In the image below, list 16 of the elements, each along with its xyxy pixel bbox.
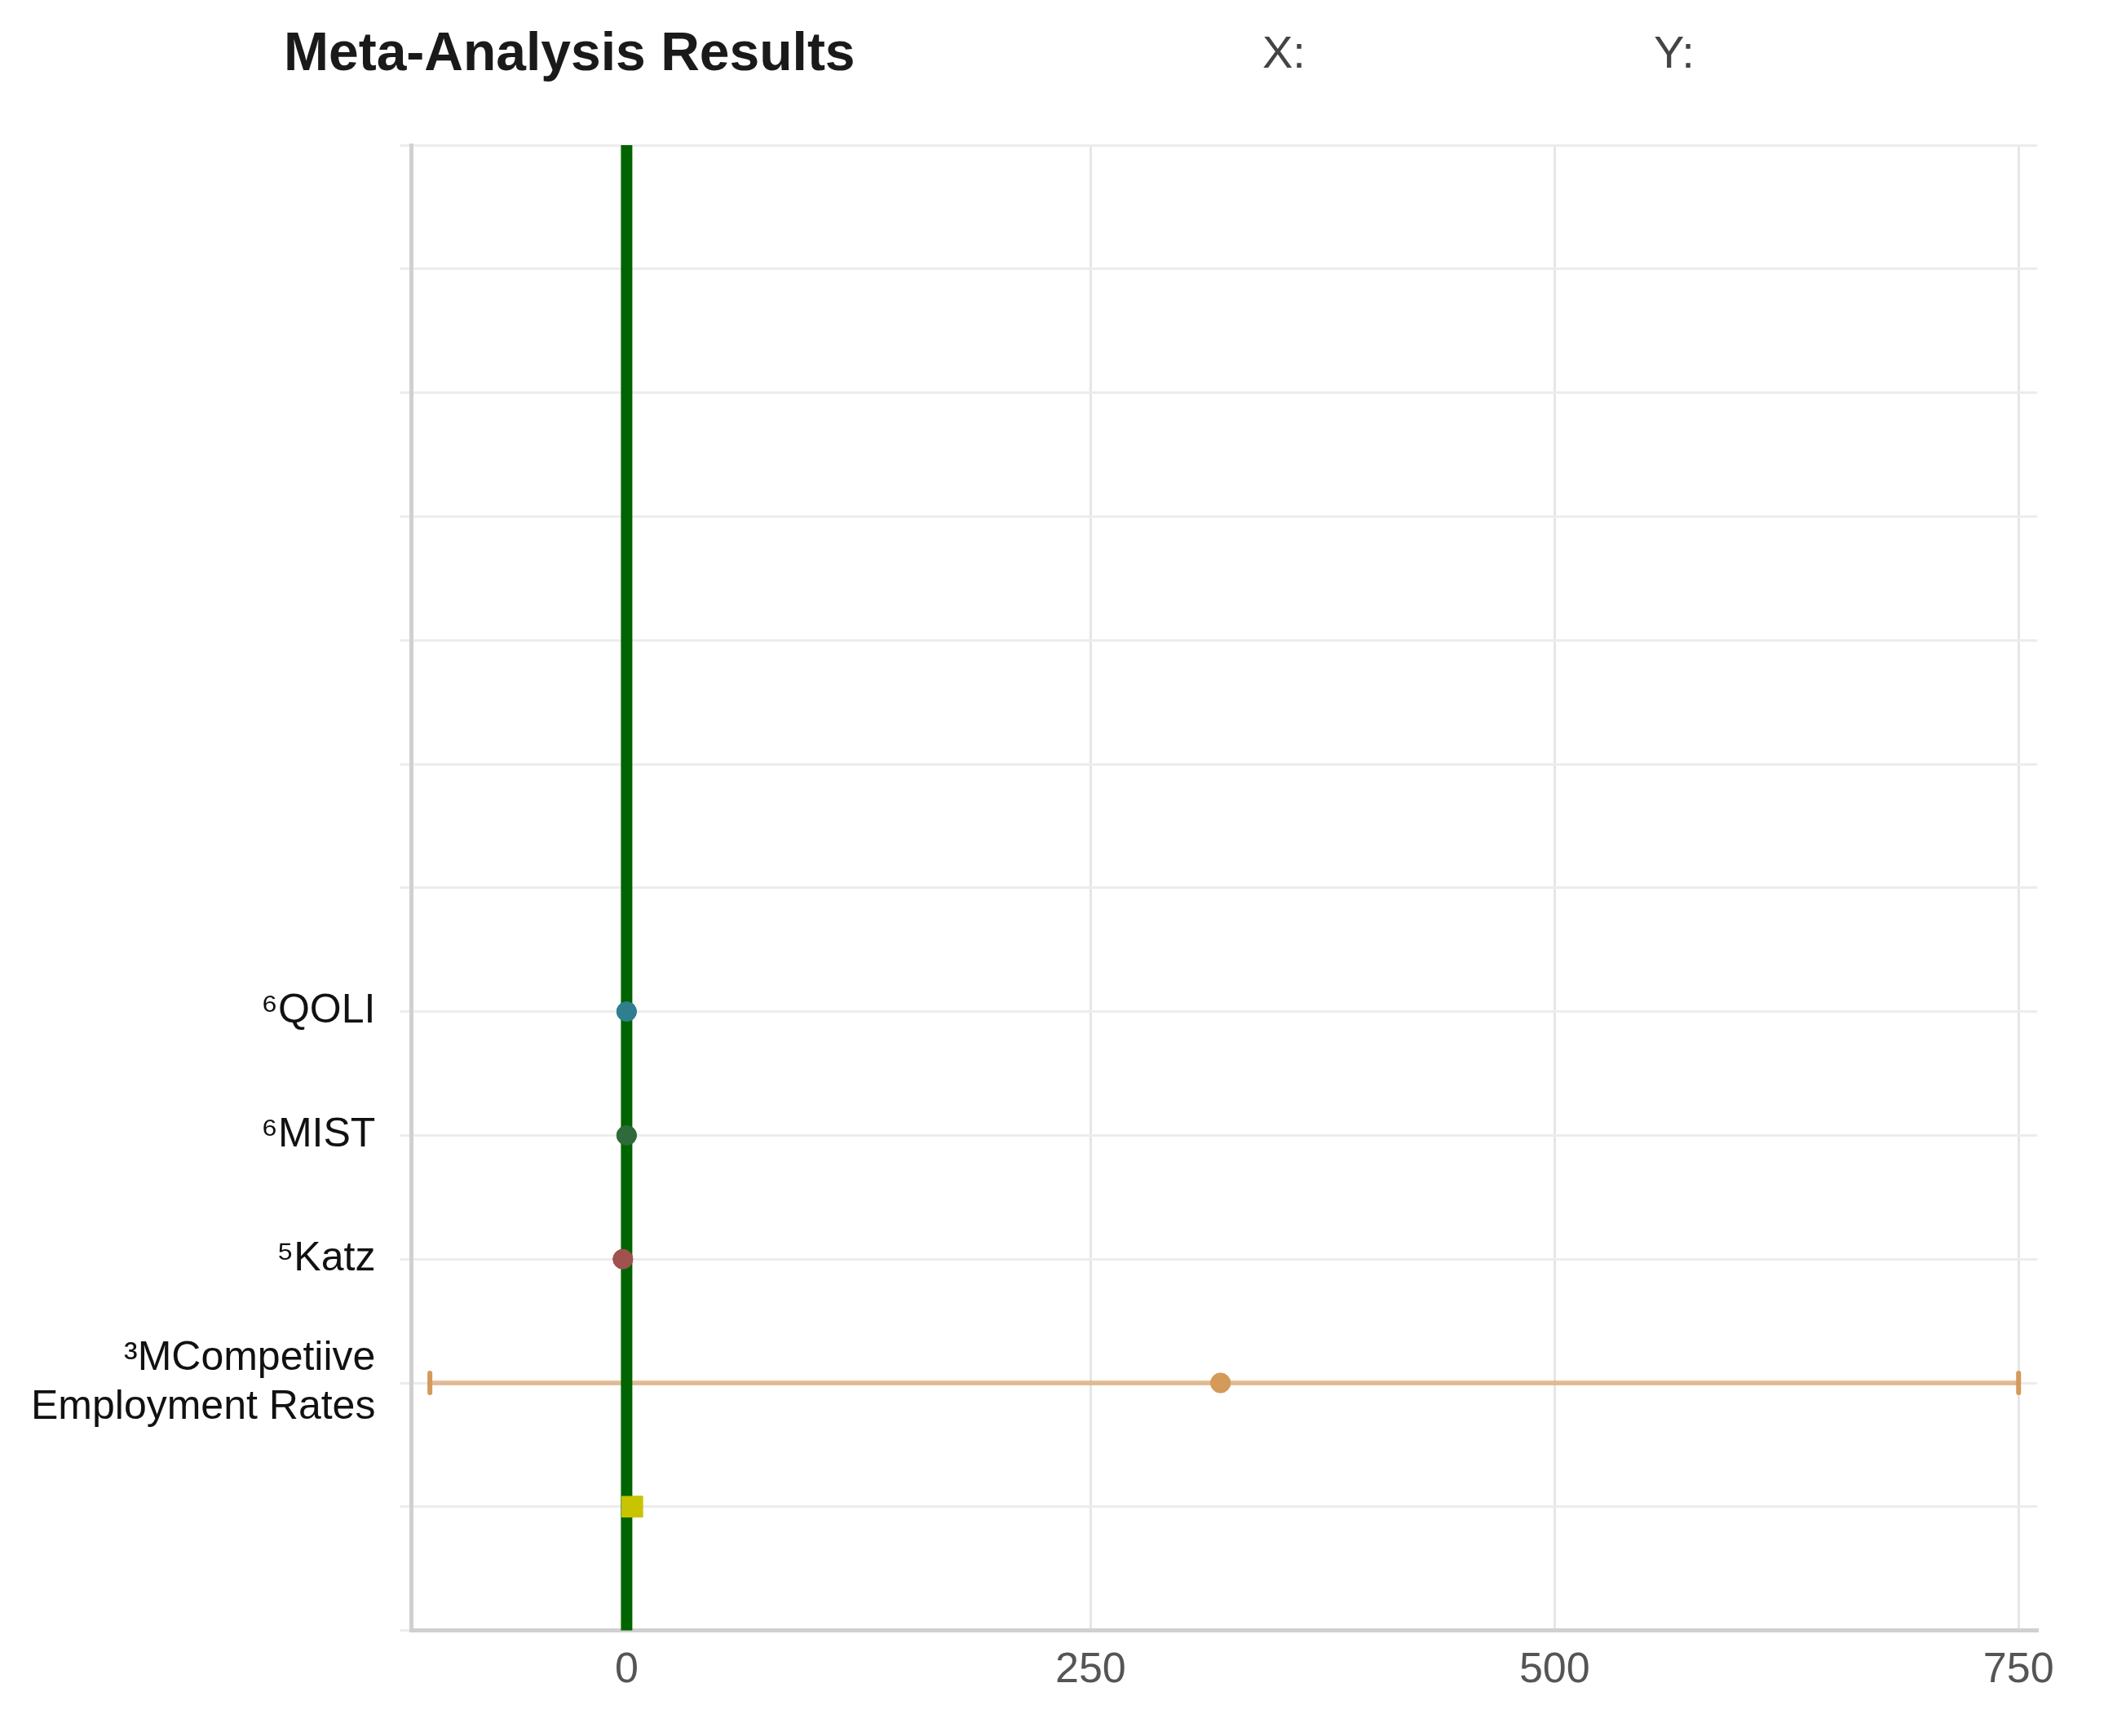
x-tick-label: 500 [1518,1644,1590,1692]
point [612,1248,634,1270]
point [616,1001,637,1023]
text: X: [1262,24,1306,78]
text: Y: [1654,24,1695,78]
y-tick-label: ⁶MIST [261,1110,376,1156]
x-tick-label: 750 [1982,1644,2054,1692]
y-tick-label: ³MCompetiive Employment Rates [31,1332,376,1428]
point [616,1124,637,1146]
y-tick-label: ⁶QOLI [261,986,376,1032]
x-tick-label: 250 [1054,1644,1126,1692]
x-tick-label: 0 [614,1644,639,1692]
point [1210,1372,1231,1394]
point [621,1495,643,1518]
chart-title: Meta-Analysis Results [284,20,856,82]
y-tick-label: ⁵Katz [276,1233,376,1279]
